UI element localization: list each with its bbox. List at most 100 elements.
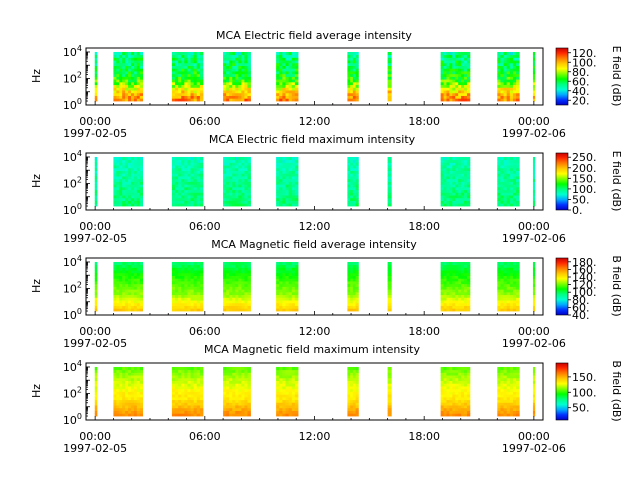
heatmap-cell	[458, 413, 462, 417]
heatmap-cell	[125, 369, 129, 373]
heatmap-cell	[199, 65, 204, 69]
heatmap-cell	[288, 178, 293, 182]
heatmap-cell	[449, 300, 453, 304]
heatmap-cell	[500, 87, 504, 91]
heatmap-cell	[294, 267, 299, 271]
heatmap-cell	[232, 165, 236, 169]
heatmap-cell	[466, 388, 471, 392]
x-tick-date: 1997-02-06	[502, 127, 566, 140]
heatmap-cell	[226, 184, 230, 188]
heatmap-cell	[443, 54, 447, 58]
heatmap-cell	[226, 396, 230, 401]
heatmap-cell	[199, 410, 204, 414]
heatmap-cell	[440, 57, 444, 61]
heatmap-cell	[446, 366, 450, 371]
heatmap-cell	[119, 383, 123, 387]
heatmap-cell	[506, 297, 511, 301]
heatmap-cell	[446, 402, 450, 406]
heatmap-cell	[181, 372, 185, 376]
heatmap-cell	[449, 173, 453, 177]
heatmap-cell	[288, 197, 293, 201]
heatmap-cell	[347, 383, 351, 387]
heatmap-cell	[452, 98, 456, 102]
heatmap-cell	[276, 189, 280, 193]
heatmap-cell	[461, 391, 465, 395]
heatmap-cell	[352, 380, 357, 384]
heatmap-cell	[350, 159, 354, 163]
heatmap-cell	[500, 71, 504, 75]
heatmap-cell	[294, 289, 299, 293]
heatmap-cell	[512, 366, 517, 371]
heatmap-cell	[291, 410, 296, 414]
heatmap-cell	[276, 176, 280, 180]
heatmap-cell	[241, 186, 245, 191]
heatmap-cell	[181, 184, 185, 188]
heatmap-cell	[133, 81, 138, 86]
heatmap-cell	[532, 410, 536, 414]
heatmap-cell	[196, 272, 201, 276]
heatmap-cell	[512, 98, 517, 102]
heatmap-cell	[178, 407, 182, 411]
heatmap-cell	[503, 413, 508, 417]
heatmap-cell	[196, 178, 201, 182]
heatmap-cell	[232, 195, 236, 199]
y-tick-label: 100	[63, 97, 82, 112]
heatmap-cell	[181, 203, 185, 207]
heatmap-cell	[500, 54, 504, 58]
heatmap-cell	[440, 270, 444, 274]
heatmap-cell	[199, 192, 204, 196]
heatmap-cell	[199, 71, 204, 75]
heatmap-cell	[461, 68, 465, 72]
heatmap-cell	[458, 264, 462, 268]
heatmap-cell	[355, 181, 359, 185]
heatmap-cell	[500, 165, 504, 169]
heatmap-cell	[244, 372, 248, 376]
heatmap-cell	[466, 95, 471, 99]
heatmap-cell	[226, 300, 230, 304]
heatmap-cell	[184, 60, 188, 64]
heatmap-cell	[128, 405, 132, 409]
heatmap-cell	[94, 192, 98, 196]
heatmap-cell	[229, 170, 233, 174]
heatmap-cell	[122, 302, 126, 306]
heatmap-cell	[449, 305, 453, 309]
heatmap-cell	[113, 396, 117, 401]
heatmap-cell	[285, 173, 290, 177]
heatmap-cell	[190, 76, 195, 80]
heatmap-cell	[285, 291, 290, 296]
heatmap-cell	[133, 294, 138, 298]
heatmap-cell	[178, 372, 182, 376]
heatmap-cell	[175, 278, 179, 282]
heatmap-cell	[458, 200, 462, 204]
heatmap-cell	[352, 399, 357, 403]
heatmap-cell	[294, 176, 299, 180]
heatmap-cell	[178, 167, 182, 171]
heatmap-cell	[291, 186, 296, 191]
heatmap-cell	[122, 192, 126, 196]
heatmap-cell	[509, 394, 514, 398]
heatmap-cell	[500, 407, 504, 411]
heatmap-cell	[190, 98, 195, 102]
heatmap-cell	[128, 176, 132, 180]
heatmap-cell	[458, 71, 462, 75]
heatmap-cell	[294, 264, 299, 268]
heatmap-cell	[532, 402, 536, 406]
heatmap-cell	[128, 189, 132, 193]
heatmap-cell	[516, 402, 520, 406]
heatmap-cell	[175, 98, 179, 102]
heatmap-cell	[171, 297, 176, 301]
heatmap-cell	[455, 286, 459, 290]
heatmap-cell	[347, 377, 351, 381]
heatmap-cell	[347, 159, 351, 163]
heatmap-cell	[355, 407, 359, 411]
heatmap-cell	[279, 87, 283, 91]
heatmap-cell	[509, 71, 514, 75]
heatmap-cell	[464, 170, 468, 174]
heatmap-cell	[116, 407, 120, 411]
heatmap-cell	[241, 399, 245, 403]
heatmap-cell	[184, 51, 188, 56]
heatmap-cell	[516, 396, 520, 401]
heatmap-cell	[125, 291, 129, 296]
heatmap-cell	[282, 267, 286, 271]
heatmap-cell	[458, 388, 462, 392]
